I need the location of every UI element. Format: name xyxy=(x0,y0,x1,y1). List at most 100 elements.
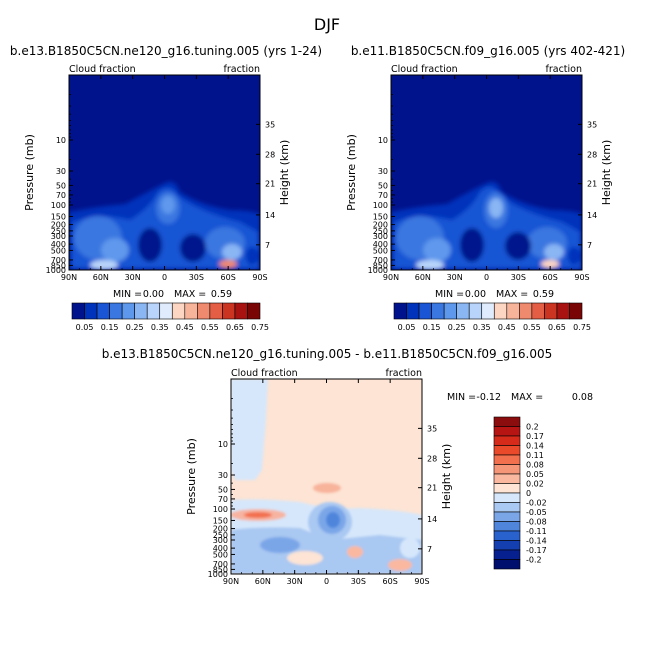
colorbar-2: 0.05 0.15 0.25 0.35 0.45 0.55 0.65 0.75 xyxy=(393,302,591,332)
latitude-tick-label: 90S xyxy=(574,273,589,282)
colorbar-label: 0.05 xyxy=(526,470,544,479)
colorbar-swatch xyxy=(134,302,148,320)
latitude-tick-label: 30N xyxy=(447,273,463,282)
height-tick-label: 35 xyxy=(587,120,597,129)
pressure-tick-label: 250 xyxy=(51,227,66,236)
latitude-tick-label: 60S xyxy=(383,577,398,586)
height-tick-label: 7 xyxy=(427,545,432,554)
panel-1-min-label: MIN = xyxy=(113,289,142,300)
pressure-tick-label: 300 xyxy=(213,536,228,545)
pressure-tick-label: 70 xyxy=(56,191,66,200)
pressure-tick-label: 400 xyxy=(213,544,228,553)
latitude-tick-label: 30S xyxy=(189,273,204,282)
panel-3-max-label: MAX = xyxy=(511,392,543,403)
colorbar-label: 0.55 xyxy=(523,323,541,332)
pressure-tick-label: 850 xyxy=(213,565,228,574)
colorbar-swatch xyxy=(184,302,198,320)
colorbar-swatch xyxy=(493,435,521,446)
panel-3-left-label: Cloud fraction xyxy=(231,368,298,379)
colorbar-swatch xyxy=(468,302,483,320)
colorbar-swatch xyxy=(406,302,420,320)
pressure-tick-label: 400 xyxy=(373,240,388,249)
panel-3-title: b.e13.B1850C5CN.ne120_g16.tuning.005 - b… xyxy=(102,347,553,361)
latitude-tick-label: 60N xyxy=(93,273,109,282)
colorbar-swatch xyxy=(493,445,521,456)
pressure-tick-label: 500 xyxy=(213,550,228,559)
panel-1-title: b.e13.B1850C5CN.ne120_g16.tuning.005 (yr… xyxy=(10,44,322,58)
colorbar-swatch xyxy=(96,302,110,320)
colorbar-swatch xyxy=(493,302,508,320)
colorbar-swatch xyxy=(493,426,521,437)
pressure-tick-label: 70 xyxy=(378,191,388,200)
latitude-tick-label: 90S xyxy=(252,273,267,282)
colorbar-label: -0.02 xyxy=(526,499,547,508)
colorbar-swatch xyxy=(393,302,407,320)
pressure-tick-label: 50 xyxy=(56,181,66,190)
latitude-tick-label: 90S xyxy=(414,577,429,586)
colorbar-label: 0.25 xyxy=(448,323,466,332)
pressure-tick-label: 100 xyxy=(213,505,228,514)
colorbar-swatch xyxy=(569,302,583,320)
colorbar-label: 0.25 xyxy=(126,323,144,332)
panel-3-max-value: 0.08 xyxy=(572,392,593,403)
panel-2-min-value: 0.00 xyxy=(465,289,486,300)
pressure-tick-label: 150 xyxy=(213,516,228,525)
colorbar-label: -0.08 xyxy=(526,518,547,527)
height-tick-label: 21 xyxy=(427,484,437,493)
panel-1-left-label: Cloud fraction xyxy=(69,64,136,75)
panel-1-field xyxy=(69,75,260,270)
height-tick-label: 28 xyxy=(265,150,275,159)
colorbar-label: 0.45 xyxy=(176,323,194,332)
colorbar-label: 0.65 xyxy=(226,323,244,332)
colorbar-label: -0.2 xyxy=(526,556,542,565)
latitude-tick-label: 0 xyxy=(324,577,329,586)
latitude-tick-label: 60S xyxy=(221,273,236,282)
colorbar-label: 0.75 xyxy=(573,323,591,332)
height-tick-label: 14 xyxy=(427,515,437,524)
height-axis-title: Height (km) xyxy=(278,140,291,206)
pressure-tick-label: 400 xyxy=(51,240,66,249)
pressure-tick-label: 700 xyxy=(373,256,388,265)
pressure-tick-label: 850 xyxy=(51,261,66,270)
colorbar-swatch xyxy=(493,416,521,427)
pressure-tick-label: 850 xyxy=(373,261,388,270)
panel-3-min-value: -0.12 xyxy=(476,392,501,403)
pressure-tick-label: 700 xyxy=(213,560,228,569)
colorbar-swatch xyxy=(544,302,558,320)
colorbar-swatch xyxy=(234,302,248,320)
pressure-tick-label: 250 xyxy=(373,227,388,236)
latitude-tick-label: 90N xyxy=(383,273,399,282)
pressure-tick-label: 100 xyxy=(373,201,388,210)
panel-3-right-label: fraction xyxy=(386,368,423,379)
colorbar-swatch xyxy=(556,302,570,320)
colorbar-swatch xyxy=(493,530,521,541)
figure-title: DJF xyxy=(314,15,340,34)
pressure-tick-label: 1000 xyxy=(368,266,388,275)
pressure-tick-label: 250 xyxy=(213,531,228,540)
latitude-tick-label: 60S xyxy=(543,273,558,282)
height-tick-label: 14 xyxy=(265,211,275,220)
colorbar-label: 0 xyxy=(526,489,531,498)
colorbar-label: -0.11 xyxy=(526,527,547,536)
colorbar-label: 0.35 xyxy=(473,323,491,332)
colorbar-3: 0.20.170.140.110.080.050.020-0.02-0.05-0… xyxy=(493,416,547,570)
colorbar-swatch xyxy=(109,302,123,320)
latitude-tick-label: 30N xyxy=(125,273,141,282)
pressure-tick-label: 300 xyxy=(373,232,388,241)
panel-3: b.e13.B1850C5CN.ne120_g16.tuning.005 - b… xyxy=(102,347,553,586)
panel-3-field xyxy=(231,379,422,574)
colorbar-swatch xyxy=(197,302,211,320)
pressure-tick-label: 70 xyxy=(218,495,228,504)
colorbar-swatch xyxy=(222,302,236,320)
pressure-tick-label: 200 xyxy=(213,525,228,534)
colorbar-swatch xyxy=(493,521,521,532)
height-axis-title: Height (km) xyxy=(600,140,613,206)
pressure-tick-label: 500 xyxy=(373,246,388,255)
latitude-tick-label: 0 xyxy=(162,273,167,282)
colorbar-swatch xyxy=(71,302,85,320)
panel-2-min-label: MIN = xyxy=(435,289,464,300)
colorbar-swatch xyxy=(493,511,521,522)
colorbar-swatch xyxy=(443,302,457,320)
height-tick-label: 7 xyxy=(265,241,270,250)
